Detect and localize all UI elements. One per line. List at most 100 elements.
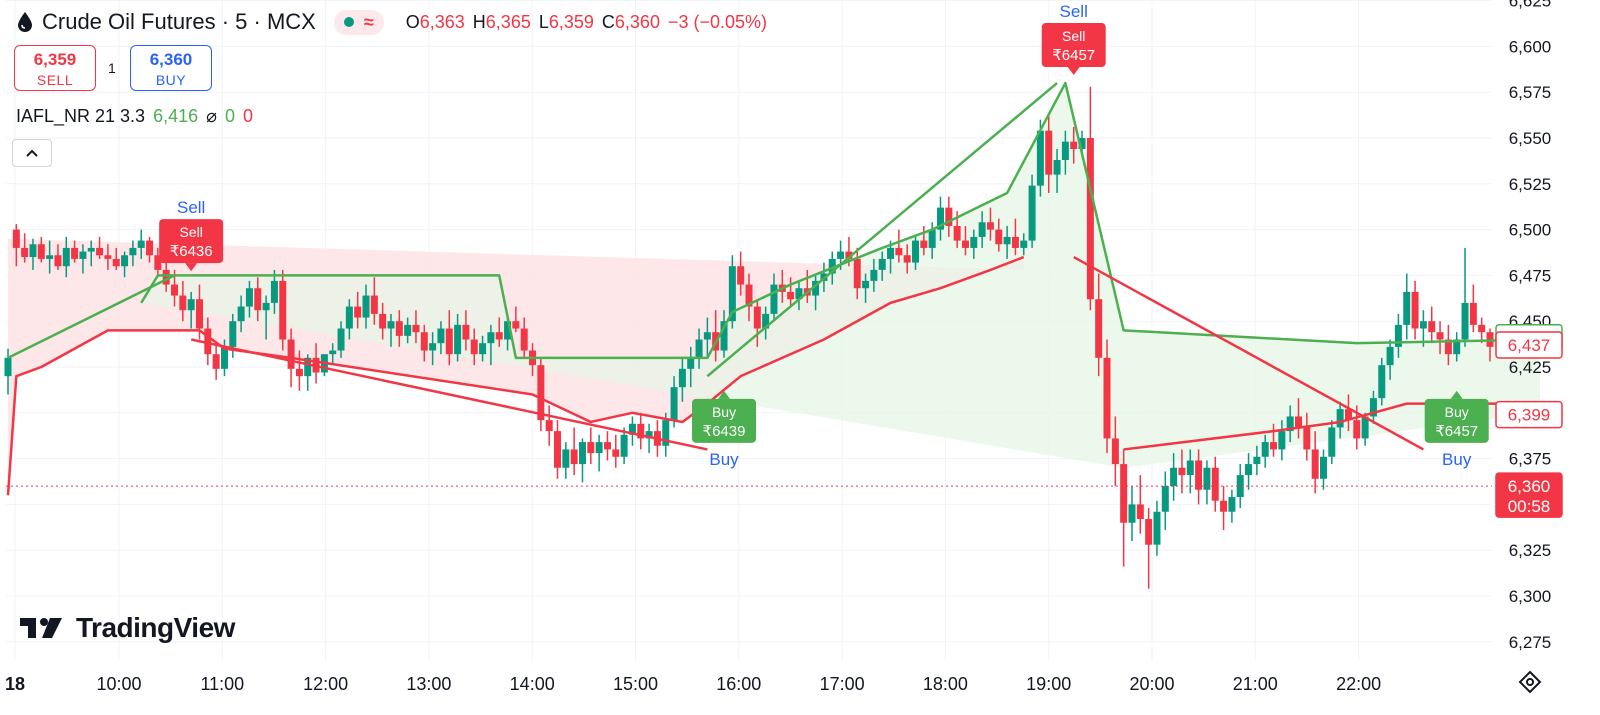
sell-button[interactable]: 6,359 SELL <box>14 45 96 91</box>
stop-line-green <box>140 81 1540 360</box>
sell-marker[interactable]: Sell ₹6436 Sell <box>159 198 224 272</box>
status-pill[interactable]: ≈ <box>333 9 384 35</box>
marker-price: ₹6436 <box>170 243 213 260</box>
candle-body <box>928 229 936 248</box>
candle-body <box>587 442 595 454</box>
candle-body <box>945 207 953 226</box>
sell-marker[interactable]: Sell ₹6457 Sell <box>1041 2 1106 76</box>
buy-marker[interactable]: Buy ₹6457 Buy <box>1424 390 1489 469</box>
candle-body <box>237 306 245 322</box>
x-tick-label: 19:00 <box>1026 674 1071 694</box>
tradingview-logo-icon <box>20 618 62 638</box>
candle-body <box>887 247 895 259</box>
y-tick-label: 6,575 <box>1509 83 1552 102</box>
candle-body <box>4 357 12 377</box>
candle-body <box>1386 346 1394 366</box>
candle-body <box>487 332 495 344</box>
x-tick-label: 18:00 <box>923 674 968 694</box>
candle-body <box>179 295 187 311</box>
candle-body <box>837 251 845 259</box>
trade-line-red <box>1073 255 1424 451</box>
candle-body <box>737 266 745 285</box>
x-tick-label: 11:00 <box>200 674 244 694</box>
candle-body <box>1195 460 1203 490</box>
candle-body <box>1186 460 1194 476</box>
candle-body <box>870 269 878 281</box>
candle-body <box>612 449 620 457</box>
ohlc-readout: O6,363 H6,365 L6,359 C6,360 −3 (−0.05%) <box>405 11 768 32</box>
candle-body <box>662 420 670 446</box>
candle-body <box>1444 339 1452 355</box>
candle-body <box>1020 240 1028 248</box>
candle-body <box>429 343 437 351</box>
candle-body <box>1353 420 1361 439</box>
candle-body <box>753 306 761 329</box>
candle-body <box>687 357 695 369</box>
buy-zone-fill <box>141 83 1540 468</box>
delay-icon: ≈ <box>363 11 374 32</box>
candle-body <box>1153 511 1161 545</box>
candle-body <box>495 332 503 340</box>
candle-body <box>828 258 836 274</box>
candle-body <box>953 225 961 241</box>
axis-price-label: 6,437 <box>1495 331 1563 359</box>
candle-body <box>770 284 778 314</box>
axis-price-label: 6,399 <box>1495 400 1563 429</box>
stop-line-red <box>6 255 1025 496</box>
trade-line-red <box>190 338 708 451</box>
symbol-title[interactable]: Crude Oil Futures · 5 · MCX <box>42 9 316 34</box>
candle-body <box>370 295 378 314</box>
quantity[interactable]: 1 <box>108 60 116 76</box>
candle-body <box>853 258 861 289</box>
x-tick-label: 13:00 <box>406 674 451 694</box>
chart-header: Crude Oil Futures · 5 · MCX ≈ O6,363 H6,… <box>16 8 767 36</box>
candle-body <box>454 324 462 355</box>
candle-body <box>1403 291 1411 325</box>
marker-price: ₹6439 <box>703 423 746 440</box>
candle-body <box>961 240 969 248</box>
candle-body <box>54 255 62 267</box>
collapse-button[interactable] <box>12 139 52 167</box>
candle-body <box>1461 302 1469 340</box>
candle-body <box>1286 416 1294 432</box>
candle-body <box>1453 339 1461 355</box>
candle-body <box>437 328 445 344</box>
candle-body <box>986 222 994 230</box>
settings-icon[interactable] <box>1518 670 1542 694</box>
candle-body <box>270 280 278 303</box>
candle-body <box>1236 475 1244 498</box>
marker-tag: Buy <box>709 450 739 469</box>
candle-body <box>537 365 545 421</box>
candle-body <box>1428 321 1436 333</box>
candle-body <box>96 247 104 256</box>
x-tick-label: 10:00 <box>96 674 141 694</box>
y-tick-label: 6,525 <box>1509 175 1552 194</box>
candle-body <box>195 299 203 329</box>
candle-body <box>995 229 1003 245</box>
indicator-legend[interactable]: IAFL_NR 21 3.3 6,416 ⌀ 0 0 <box>16 106 253 126</box>
candle-body <box>337 328 345 351</box>
x-tick-label: 21:00 <box>1233 674 1278 694</box>
marker-type: Buy <box>1445 404 1469 420</box>
candle-body <box>720 321 728 351</box>
y-tick-label: 6,300 <box>1509 587 1552 606</box>
candle-body <box>162 269 170 285</box>
candle-body <box>171 284 179 296</box>
candle-body <box>479 343 487 355</box>
y-tick-label: 6,325 <box>1509 541 1552 560</box>
candle-body <box>1261 442 1269 457</box>
candle-body <box>1061 141 1069 160</box>
candle-body <box>121 255 129 267</box>
candle-body <box>37 244 45 259</box>
buy-button[interactable]: 6,360 BUY <box>130 45 212 91</box>
candle-body <box>920 240 928 248</box>
buy-marker[interactable]: Buy ₹6439 Buy <box>692 390 757 469</box>
candle-body <box>445 328 453 355</box>
candle-body <box>1319 456 1327 479</box>
tradingview-logo: TradingView <box>20 612 235 644</box>
candle-body <box>578 442 586 465</box>
candle-body <box>978 222 986 237</box>
candle-body <box>1203 467 1211 490</box>
